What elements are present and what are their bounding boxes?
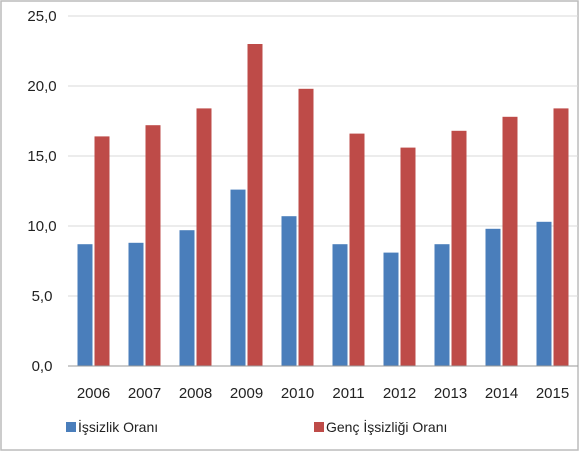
bar-unemployment-2014: [485, 228, 501, 366]
x-tick-label: 2012: [383, 385, 416, 402]
bar-youth-unemployment-2010: [298, 88, 314, 367]
y-tick-label: 0,0: [32, 358, 53, 375]
x-tick-label: 2010: [281, 385, 314, 402]
bar-youth-unemployment-2007: [145, 125, 161, 366]
legend: İşsizlik Oranı Genç İşsizliği Oranı: [66, 418, 447, 435]
x-tick-label: 2008: [179, 385, 212, 402]
bar-youth-unemployment-2012: [400, 147, 416, 366]
legend-swatch-1: [314, 422, 324, 432]
x-axis-tick-labels: 2006 2007 2008 2009 2010 2011 2012 2013 2014 2015: [77, 385, 569, 402]
bar-unemployment-2008: [179, 230, 195, 366]
y-tick-label: 10,0: [27, 218, 56, 235]
y-tick-label: 20,0: [27, 78, 56, 95]
bar-youth-unemployment-2015: [553, 108, 569, 367]
bar-youth-unemployment-2008: [196, 108, 212, 367]
bar-youth-unemployment-2013: [451, 130, 467, 366]
bar-unemployment-2015: [536, 221, 552, 366]
y-tick-label: 25,0: [27, 8, 56, 25]
x-tick-label: 2014: [485, 385, 518, 402]
bar-unemployment-2009: [230, 189, 246, 366]
bar-youth-unemployment-2006: [94, 136, 110, 366]
bar-youth-unemployment-2009: [247, 44, 263, 366]
y-axis-tick-labels: 0,0 5,0 10,0 15,0 20,0 25,0: [27, 8, 56, 375]
x-tick-label: 2015: [536, 385, 569, 402]
x-tick-label: 2013: [434, 385, 467, 402]
legend-swatch-0: [66, 422, 76, 432]
x-tick-label: 2009: [230, 385, 263, 402]
bar-unemployment-2013: [434, 244, 450, 366]
bar-unemployment-2007: [128, 242, 144, 366]
bar-youth-unemployment-2011: [349, 133, 365, 366]
x-tick-label: 2007: [128, 385, 161, 402]
bar-unemployment-2006: [77, 244, 93, 366]
x-tick-label: 2006: [77, 385, 110, 402]
x-tick-label: 2011: [332, 385, 364, 402]
legend-label-1: Genç İşsizliği Oranı: [326, 418, 447, 435]
bars: [77, 44, 569, 367]
y-tick-label: 15,0: [27, 148, 56, 165]
legend-label-0: İşsizlik Oranı: [78, 418, 158, 435]
bar-unemployment-2012: [383, 252, 399, 366]
bar-unemployment-2010: [281, 216, 297, 366]
bar-unemployment-2011: [332, 244, 348, 366]
y-tick-label: 5,0: [32, 288, 53, 305]
bar-youth-unemployment-2014: [502, 116, 518, 366]
